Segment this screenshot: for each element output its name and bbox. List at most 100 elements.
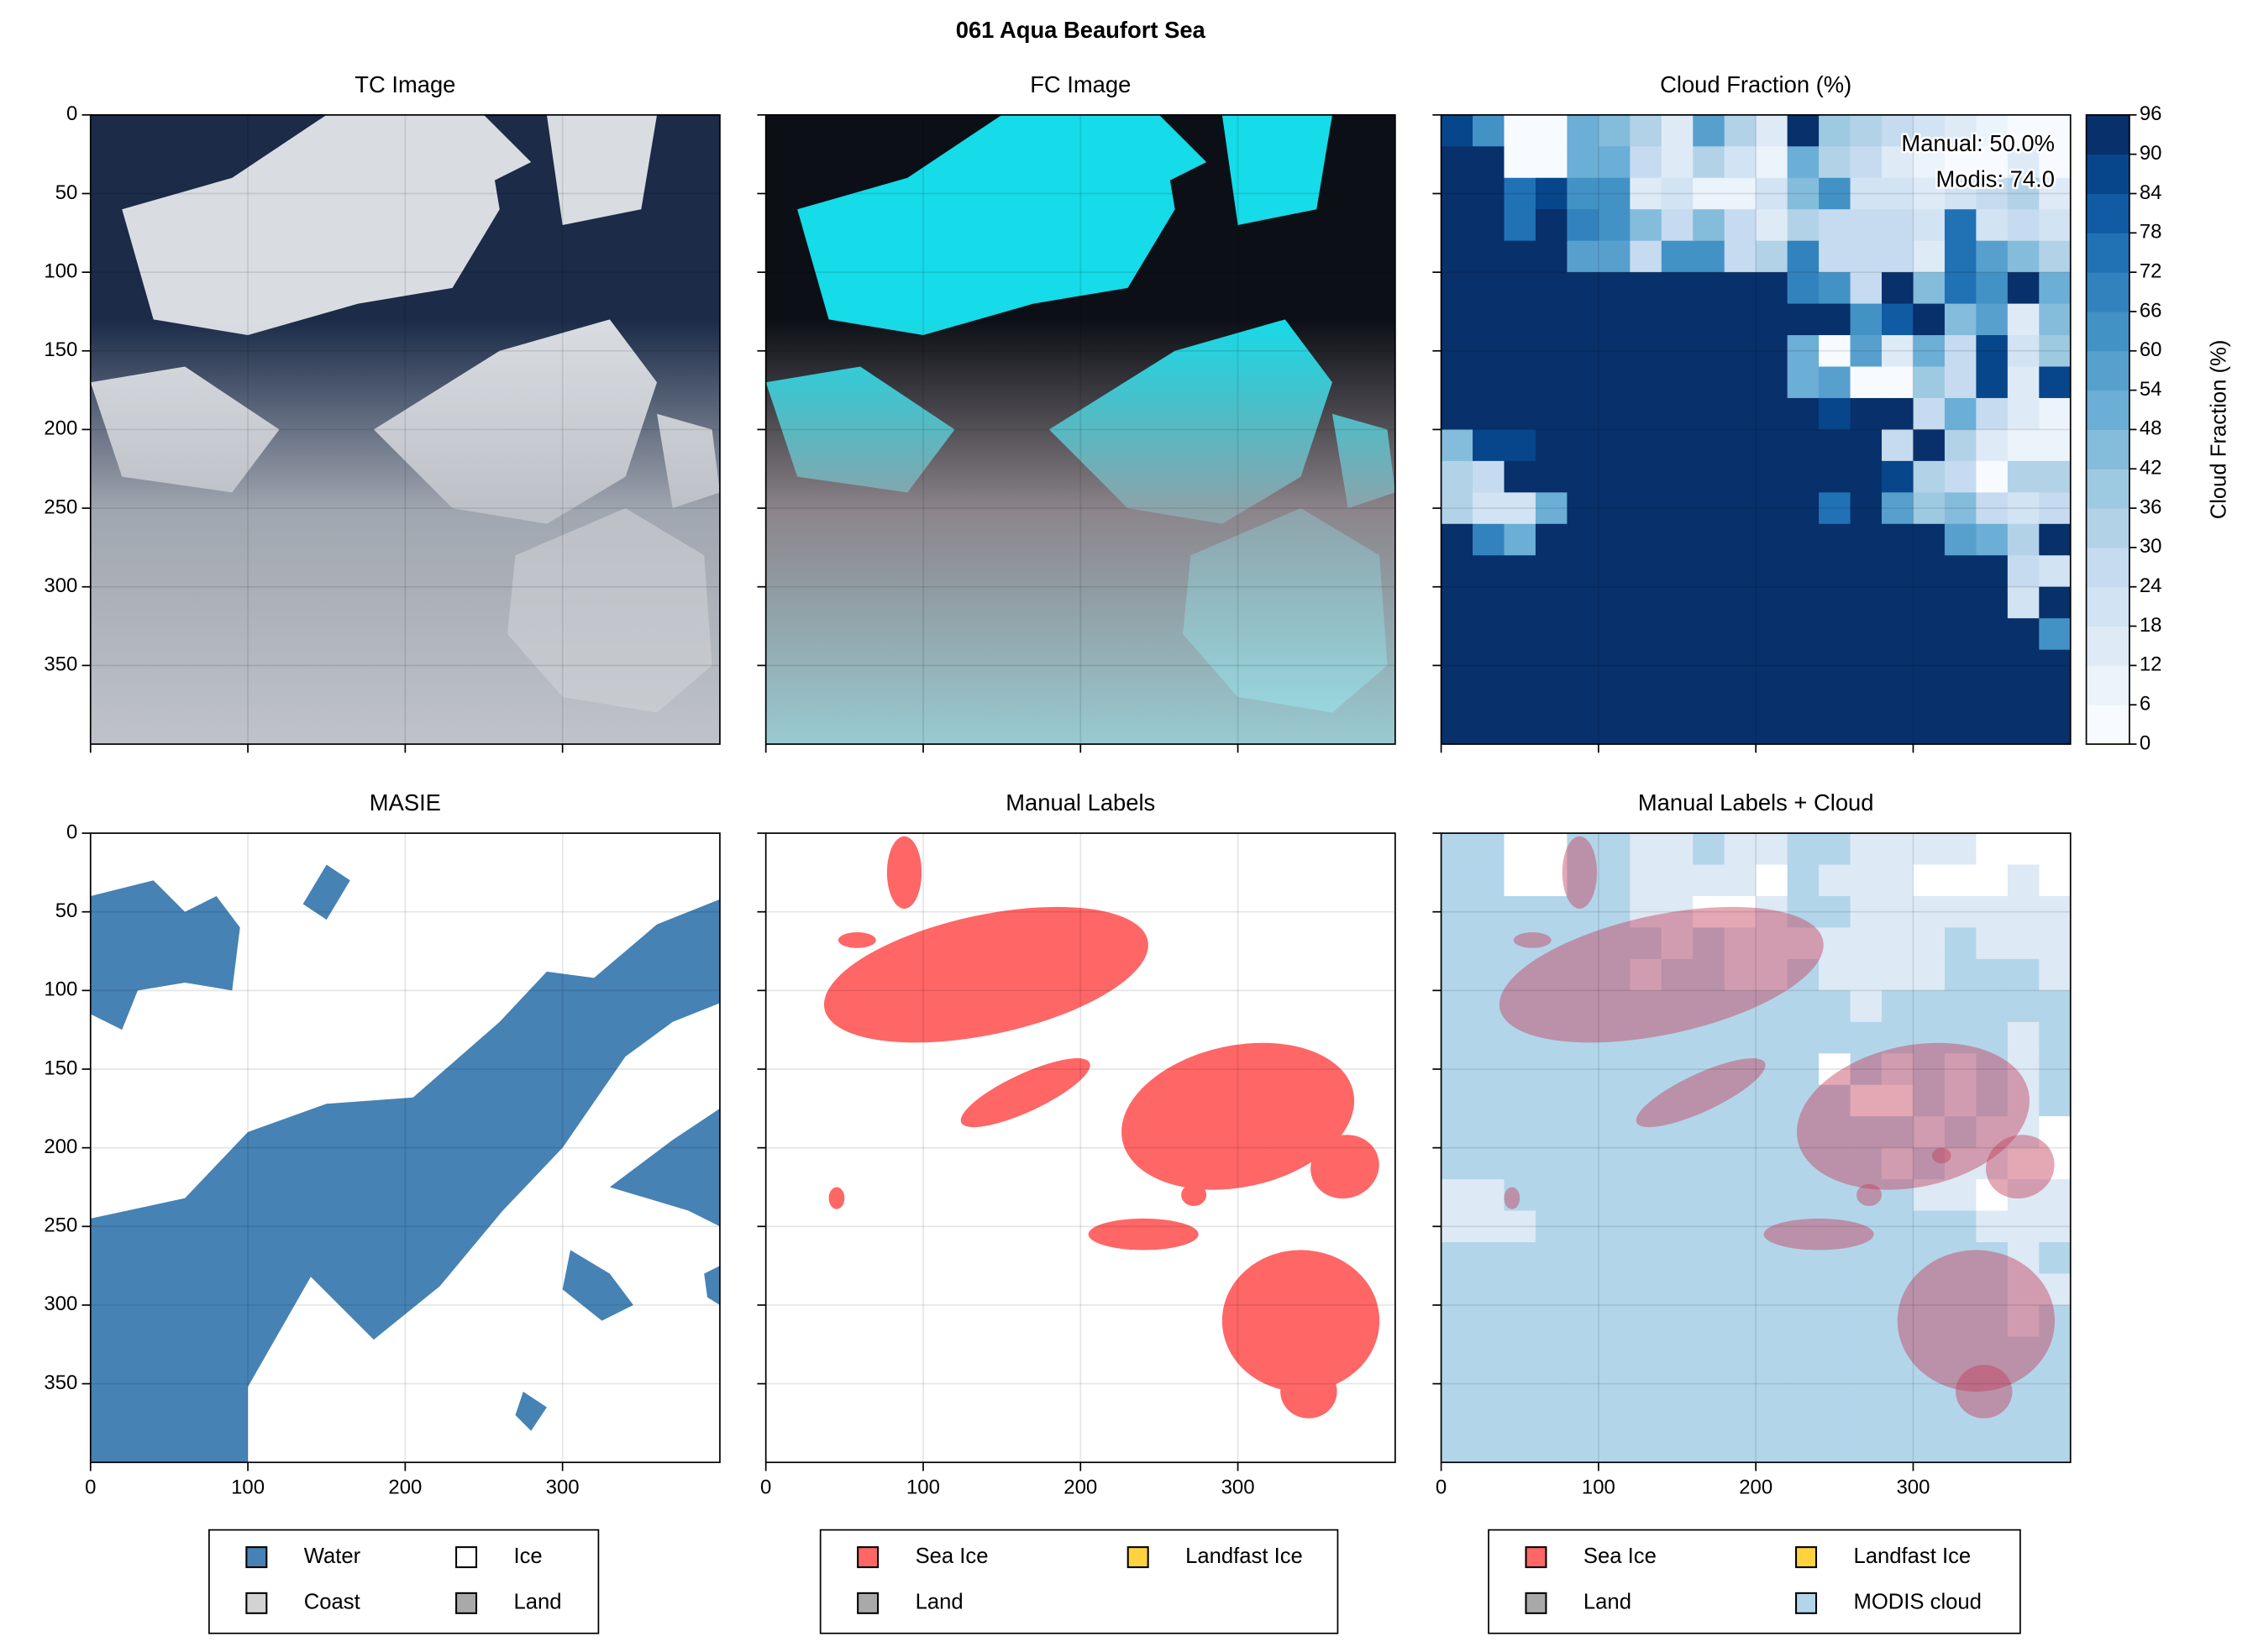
image-panel <box>90 864 720 1463</box>
cloud-cell <box>1756 958 1788 991</box>
heatmap-cell <box>1913 492 1946 525</box>
legend-swatch <box>857 1592 880 1614</box>
cloud-cell <box>1724 1304 1757 1337</box>
cloud-cell <box>1473 1367 1505 1400</box>
heatmap-cell <box>1661 429 1694 462</box>
water-region <box>562 1250 633 1321</box>
cloud-cell <box>1661 1179 1694 1212</box>
heatmap-cell <box>1756 146 1788 179</box>
heatmap-cell <box>2007 114 2040 147</box>
cloud-cell <box>1724 1147 1757 1180</box>
cloud-cell <box>1661 1210 1694 1243</box>
cloud-cell <box>1850 927 1883 960</box>
cloud-cell <box>1441 895 1473 928</box>
cloud-cell <box>1630 1336 1662 1369</box>
cloud-cell <box>1724 1084 1757 1117</box>
cloud-cell <box>1693 927 1725 960</box>
heatmap-cell <box>2007 429 2040 462</box>
heatmap-cell <box>1913 586 1946 619</box>
legend-swatch <box>1525 1546 1547 1569</box>
heatmap-cell <box>1693 618 1725 651</box>
heatmap-cell <box>1819 492 1851 525</box>
heatmap-cell <box>2039 303 2072 336</box>
cloud-cell <box>1693 990 1725 1023</box>
cloud-cell <box>1787 1336 1820 1369</box>
heatmap-cell <box>1598 114 1631 147</box>
heatmap-cell <box>2007 712 2040 745</box>
x-tick-label: 100 <box>1582 1476 1615 1498</box>
heatmap-cell <box>1598 555 1631 588</box>
cloud-cell <box>1504 1273 1536 1306</box>
heatmap-cell <box>1630 429 1662 462</box>
cloud-cell <box>1913 1242 1946 1274</box>
sea-ice-region <box>838 932 876 948</box>
heatmap-cell <box>1787 460 1820 493</box>
cloud-cell <box>1567 895 1599 928</box>
heatmap-cell <box>1567 146 1599 179</box>
y-tick-label: 250 <box>44 1214 77 1237</box>
cloud-cell <box>1567 1084 1599 1117</box>
legend-swatch <box>1795 1546 1818 1569</box>
heatmap-cell <box>1913 523 1946 556</box>
cloud-cell <box>1787 1179 1820 1212</box>
cloud-cell <box>1473 927 1505 960</box>
sea-ice-region <box>1257 1147 1276 1164</box>
heatmap-cell <box>1693 523 1725 556</box>
heatmap-cell <box>1913 429 1946 462</box>
heatmap-cell <box>1693 366 1725 399</box>
cloud-cell <box>2007 958 2040 991</box>
cloud-cell <box>1724 1367 1757 1400</box>
cloud-cell <box>1850 1304 1883 1337</box>
cloud-cell <box>1850 864 1883 897</box>
legend-label: Land <box>916 1591 964 1614</box>
heatmap-cell <box>1882 114 1914 147</box>
cloud-cell <box>1473 1430 1505 1463</box>
heatmap-cell <box>1567 114 1599 147</box>
heatmap-cell <box>1724 586 1757 619</box>
heatmap-cell <box>1724 146 1757 179</box>
heatmap-cell <box>1504 429 1536 462</box>
cloud-cell <box>1661 1242 1694 1274</box>
y-tick-label: 200 <box>44 417 77 440</box>
cloud-cell <box>1756 1021 1788 1054</box>
heatmap-cell <box>1913 681 1946 714</box>
heatmap-cell <box>1850 366 1883 399</box>
cloud-cell <box>1661 927 1694 960</box>
y-tick-label: 0 <box>66 821 77 843</box>
image-panel <box>765 833 1395 1463</box>
heatmap-cell <box>1882 492 1914 525</box>
heatmap-cell <box>1661 272 1694 305</box>
heatmap-cell <box>1913 618 1946 651</box>
y-tick-label: 150 <box>44 338 77 361</box>
heatmap-cell <box>1850 681 1883 714</box>
heatmap-cell <box>1630 712 1662 745</box>
cloud-cell <box>1441 1430 1473 1463</box>
cloud-cell <box>1504 1210 1536 1243</box>
cloud-cell <box>1882 1273 1914 1306</box>
cloud-cell <box>2039 1021 2072 1054</box>
heatmap-cell <box>2039 492 2072 525</box>
colorbar-tick-label: 48 <box>2140 417 2162 440</box>
cloud-cell <box>1567 1273 1599 1306</box>
heatmap-cell <box>1756 523 1788 556</box>
sea-ice-region <box>1221 1250 1380 1392</box>
heatmap-cell <box>1724 460 1757 493</box>
heatmap-cell <box>1504 555 1536 588</box>
heatmap-cell <box>1630 366 1662 399</box>
cloud-cell <box>1882 1304 1914 1337</box>
colorbar-bin <box>2086 626 2130 666</box>
cloud-cell <box>1535 1179 1568 1212</box>
colorbar-tick-label: 84 <box>2140 181 2162 204</box>
cloud-cell <box>2007 1053 2040 1086</box>
cloud-cell <box>1567 1147 1599 1180</box>
cloud-cell <box>1787 1399 1820 1432</box>
y-tick-label: 300 <box>44 574 77 597</box>
heatmap-cell <box>1598 177 1631 210</box>
legend-label: Coast <box>304 1591 360 1614</box>
heatmap-cell <box>1661 335 1694 368</box>
cloud-cell <box>2039 927 2072 960</box>
heatmap-cell <box>1535 272 1568 305</box>
image-panel <box>90 114 720 745</box>
colorbar-tick-label: 78 <box>2140 221 2162 244</box>
legend-frame <box>1488 1529 2021 1634</box>
